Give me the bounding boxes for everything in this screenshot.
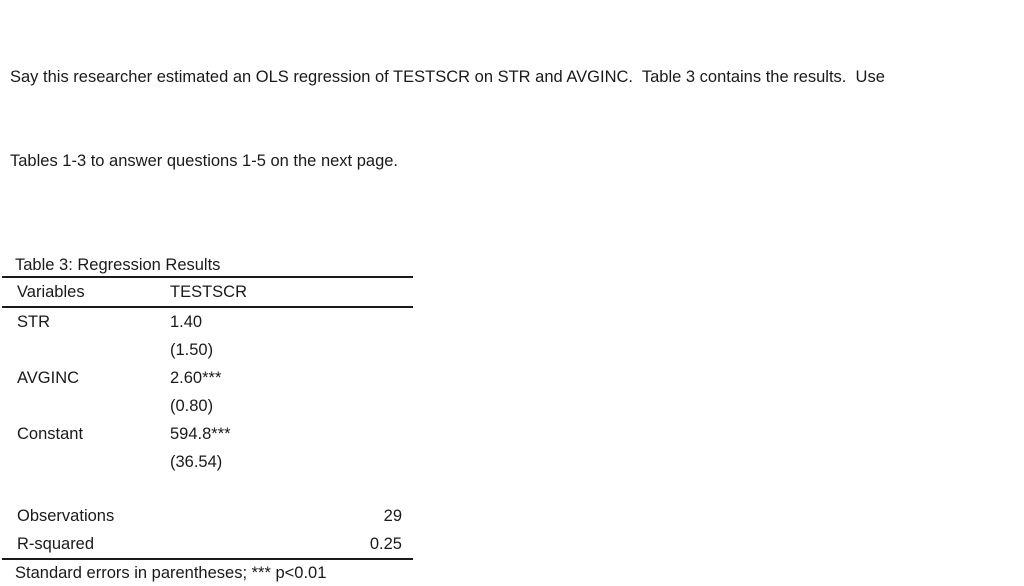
header-variables-label: Variables (17, 283, 85, 301)
table-rule-top (2, 276, 413, 278)
intro-line-1: Say this researcher estimated an OLS reg… (10, 68, 885, 86)
regression-results-table: Table 3: Regression Results Variables TE… (2, 254, 413, 586)
header-dependent-variable: TESTSCR (170, 283, 248, 301)
variable-name: Constant (17, 425, 84, 443)
std-error-value: (1.50) (170, 341, 214, 359)
variable-name: STR (17, 313, 50, 331)
table-rule-header (2, 306, 413, 308)
stat-value: 0.25 (369, 535, 402, 553)
stat-value: 29 (383, 507, 402, 525)
table-row-avginc-stderr: (0.80) (2, 392, 413, 420)
coefficient-value: 1.40 (170, 313, 203, 331)
variable-name: AVGINC (17, 369, 80, 387)
table-row-constant-stderr: (36.54) (2, 448, 413, 476)
table-row-str-estimate: STR 1.40 (2, 308, 413, 336)
std-error-value: (36.54) (170, 453, 223, 471)
coefficient-value: 2.60*** (170, 369, 222, 387)
std-error-value: (0.80) (170, 397, 214, 415)
stat-label: R-squared (17, 535, 95, 553)
table-row-avginc-estimate: AVGINC 2.60*** (2, 364, 413, 392)
table-header-row: Variables TESTSCR (2, 278, 413, 306)
stat-label: Observations (17, 507, 115, 525)
table-row-str-stderr: (1.50) (2, 336, 413, 364)
coefficient-value: 594.8*** (170, 425, 231, 443)
table-blank-gap (2, 476, 413, 502)
table-row-constant-estimate: Constant 594.8*** (2, 420, 413, 448)
table-title: Table 3: Regression Results (15, 256, 221, 274)
intro-paragraph: Say this researcher estimated an OLS reg… (0, 0, 1024, 231)
table-footnote: Standard errors in parentheses; *** p<0.… (15, 564, 327, 582)
intro-line-2: Tables 1-3 to answer questions 1-5 on th… (10, 152, 398, 170)
table-row-r-squared: R-squared 0.25 (2, 530, 413, 558)
table-row-observations: Observations 29 (2, 502, 413, 530)
